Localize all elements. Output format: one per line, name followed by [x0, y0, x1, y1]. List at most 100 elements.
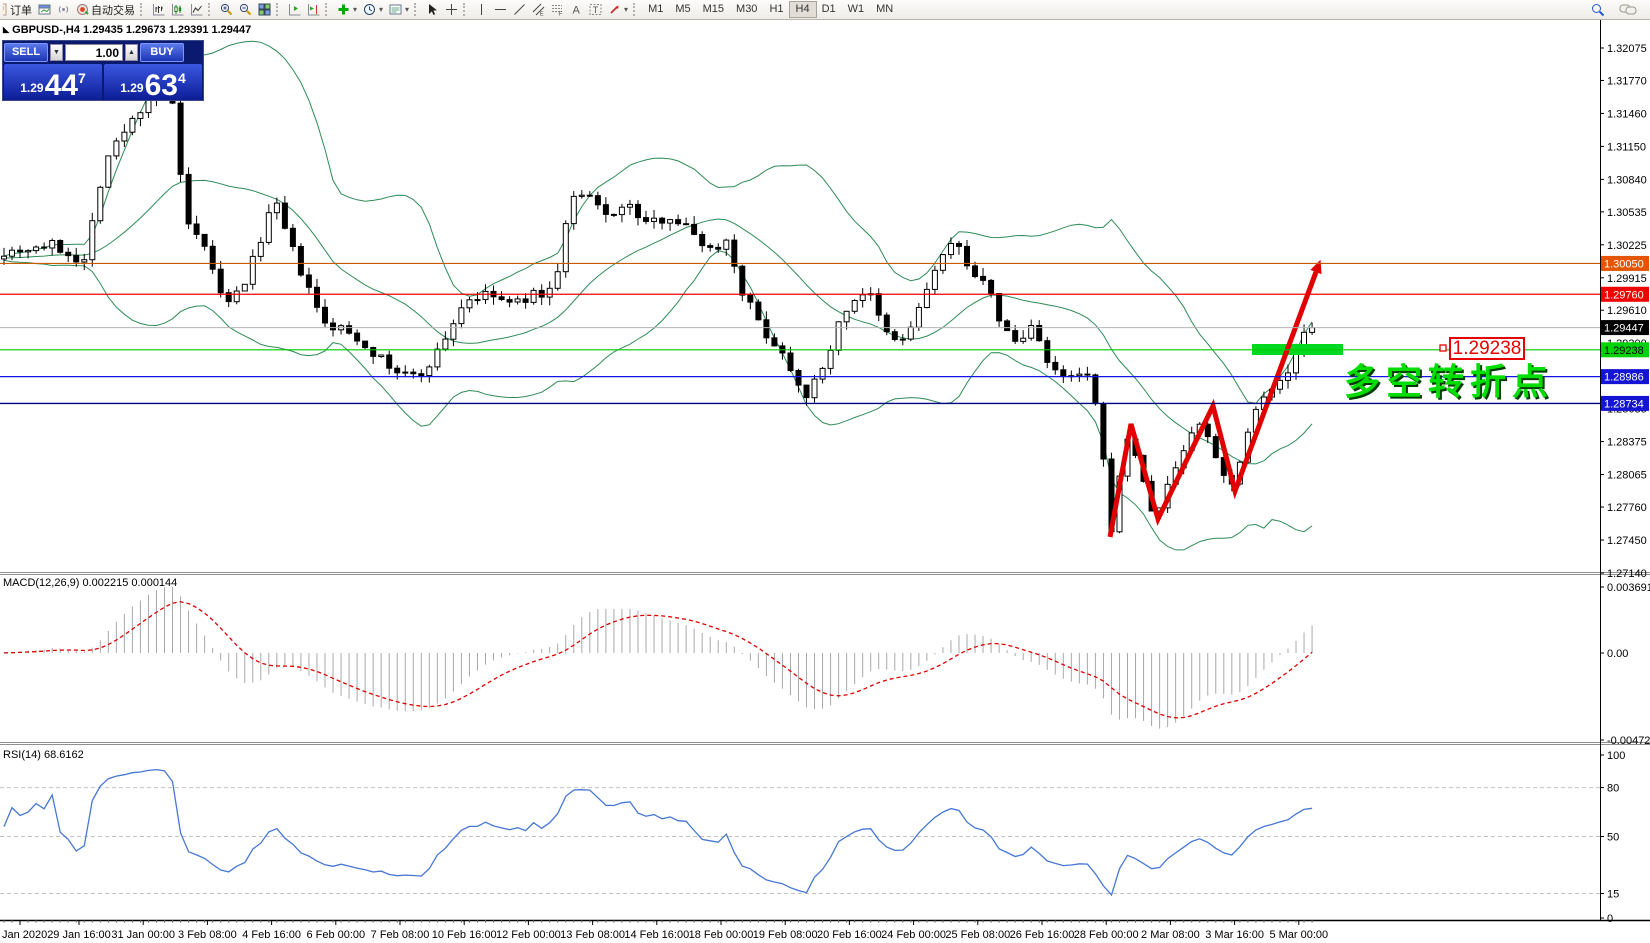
one-click-trading-panel: SELL ▼ ▲ BUY 1.29 44 7 1.29 63 4 — [2, 40, 204, 101]
svg-text:1.28065: 1.28065 — [1607, 470, 1647, 482]
search-icon — [1591, 3, 1605, 17]
chat-button[interactable] — [1616, 1, 1640, 18]
rsi-label: RSI(14) 68.6162 — [3, 749, 84, 761]
main-toolbar: 订单 自动交易 — [0, 0, 1650, 20]
sell-price-small: 1.29 — [20, 81, 44, 95]
channel-icon: E — [532, 3, 545, 16]
chart-title-text: GBPUSD-,H4 1.29435 1.29673 1.29391 1.294… — [12, 24, 252, 36]
chart-window-button[interactable] — [35, 1, 54, 18]
svg-text:1.29915: 1.29915 — [1607, 273, 1647, 285]
svg-text:1.31150: 1.31150 — [1607, 141, 1646, 153]
chart-shift-icon — [307, 3, 320, 16]
svg-text:3 Mar 16:00: 3 Mar 16:00 — [1205, 929, 1264, 941]
new-order-label: 订单 — [10, 4, 32, 17]
auto-scroll-button[interactable] — [285, 1, 304, 18]
svg-text:0.003691: 0.003691 — [1607, 582, 1650, 594]
svg-text:15: 15 — [1607, 889, 1619, 901]
fibonacci-tool-button[interactable]: F — [548, 1, 567, 18]
new-order-button[interactable]: 订单 — [0, 1, 35, 18]
svg-text:28 Feb 00:00: 28 Feb 00:00 — [1074, 929, 1139, 941]
zoom-in-icon — [220, 3, 233, 16]
text-label-tool-button[interactable]: T — [586, 1, 605, 18]
sell-price-tile[interactable]: 1.29 44 7 — [4, 64, 102, 101]
volume-increase-button[interactable]: ▲ — [125, 44, 138, 61]
svg-text:10 Feb 16:00: 10 Feb 16:00 — [432, 929, 497, 941]
candlestick-mode-button[interactable] — [168, 1, 187, 18]
toolbar-grip — [633, 3, 638, 16]
price-callout-box[interactable]: 1.29238 — [1449, 337, 1525, 360]
svg-text:7 Feb 08:00: 7 Feb 08:00 — [371, 929, 430, 941]
periods-button[interactable]: ▾ — [360, 1, 386, 18]
zoom-out-button[interactable] — [236, 1, 255, 18]
chart-shift-button[interactable] — [304, 1, 323, 18]
buy-price-tile[interactable]: 1.29 63 4 — [104, 64, 202, 102]
svg-text:1.29447: 1.29447 — [1604, 323, 1644, 335]
svg-text:20 Feb 16:00: 20 Feb 16:00 — [817, 929, 882, 941]
signals-button[interactable] — [54, 1, 73, 18]
buy-button[interactable]: BUY — [140, 43, 184, 62]
timeframe-MN[interactable]: MN — [876, 3, 894, 15]
turning-point-annotation[interactable]: 多空转折点 — [1344, 361, 1555, 402]
text-tool-button[interactable]: A — [567, 1, 586, 18]
autotrading-label: 自动交易 — [91, 4, 135, 17]
autotrading-icon — [76, 3, 89, 16]
svg-text:1.32075: 1.32075 — [1607, 43, 1647, 55]
toolbar-grip — [140, 3, 145, 16]
svg-text:18 Feb 00:00: 18 Feb 00:00 — [689, 929, 754, 941]
line-chart-mode-button[interactable] — [187, 1, 206, 18]
svg-text:1.30225: 1.30225 — [1607, 240, 1647, 252]
tile-windows-button[interactable] — [255, 1, 274, 18]
timeframe-group: M1 M5 M15 M30 H1 H4 D1 W1 MN — [642, 1, 899, 18]
svg-text:1.29760: 1.29760 — [1604, 289, 1644, 301]
zoom-in-button[interactable] — [217, 1, 236, 18]
arrows-tool-button[interactable]: ▾ — [605, 1, 631, 18]
toolbar-grip — [208, 3, 213, 16]
timeframe-D1[interactable]: D1 — [821, 3, 836, 15]
sell-button[interactable]: SELL — [4, 43, 48, 62]
add-indicator-button[interactable]: ▾ — [334, 1, 360, 18]
svg-text:0.00: 0.00 — [1607, 648, 1628, 660]
svg-text:14 Feb 16:00: 14 Feb 16:00 — [624, 929, 689, 941]
trendline-tool-button[interactable] — [510, 1, 529, 18]
svg-text:4 Feb 16:00: 4 Feb 16:00 — [242, 929, 301, 941]
timeframe-M5[interactable]: M5 — [675, 3, 691, 15]
svg-text:2 Mar 08:00: 2 Mar 08:00 — [1141, 929, 1200, 941]
svg-text:1.29238: 1.29238 — [1604, 345, 1644, 357]
svg-text:1.31770: 1.31770 — [1607, 75, 1647, 87]
timeframe-H4[interactable]: H4 — [788, 1, 817, 18]
svg-text:12 Feb 00:00: 12 Feb 00:00 — [496, 929, 561, 941]
volume-input[interactable] — [65, 44, 123, 61]
svg-text:1.31460: 1.31460 — [1607, 108, 1647, 120]
cursor-tool-button[interactable] — [423, 1, 442, 18]
autotrading-button[interactable]: 自动交易 — [73, 1, 138, 18]
templates-button[interactable]: ▾ — [386, 1, 412, 18]
buy-price-big: 63 — [144, 69, 178, 102]
trendline-icon — [513, 3, 526, 16]
text-a-icon: A — [570, 3, 583, 17]
timeframe-M30[interactable]: M30 — [736, 3, 758, 15]
volume-decrease-button[interactable]: ▼ — [50, 44, 63, 61]
timeframe-M15[interactable]: M15 — [702, 3, 725, 15]
add-indicator-icon — [337, 3, 350, 16]
crosshair-icon — [445, 3, 458, 16]
sell-price-sup: 7 — [77, 70, 86, 86]
timeframe-W1[interactable]: W1 — [847, 3, 865, 15]
svg-text:100: 100 — [1607, 750, 1625, 762]
line-chart-icon — [190, 3, 203, 16]
channel-tool-button[interactable]: E — [529, 1, 548, 18]
vertical-line-tool-button[interactable] — [472, 1, 491, 18]
search-button[interactable] — [1588, 1, 1608, 18]
svg-text:1.28734: 1.28734 — [1604, 398, 1644, 410]
svg-text:24 Feb 00:00: 24 Feb 00:00 — [881, 929, 946, 941]
svg-text:80: 80 — [1607, 783, 1619, 795]
timeframe-M1[interactable]: M1 — [648, 3, 664, 15]
bar-chart-mode-button[interactable] — [149, 1, 168, 18]
buy-price-sup: 4 — [177, 70, 186, 86]
timeframe-H1[interactable]: H1 — [769, 3, 784, 15]
cursor-icon — [426, 3, 439, 16]
horizontal-line-tool-button[interactable] — [491, 1, 510, 18]
zoom-out-icon — [239, 3, 252, 16]
crosshair-tool-button[interactable] — [442, 1, 461, 18]
